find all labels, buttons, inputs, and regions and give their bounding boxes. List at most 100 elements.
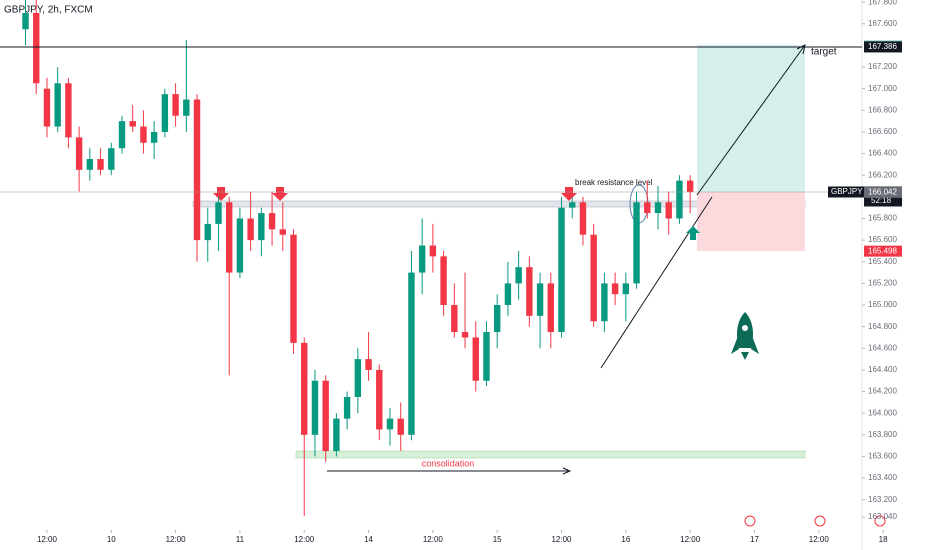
y-tick-label: 165.400	[868, 257, 897, 266]
consolidation-zone	[295, 450, 806, 459]
x-tick-label: 18	[879, 535, 888, 544]
target-line	[696, 44, 806, 196]
y-tick-label: 165.000	[868, 300, 897, 309]
candle-body	[376, 369, 383, 430]
y-tick-label: 164.800	[868, 322, 897, 331]
candle-body	[526, 267, 533, 316]
price-label: 166.042	[868, 187, 897, 196]
candle-body	[75, 137, 83, 170]
candle-body	[386, 418, 394, 430]
trend-line	[600, 196, 713, 369]
rocket-icon	[731, 312, 759, 360]
candle-body	[161, 94, 169, 132]
candle-body	[193, 99, 201, 241]
candle-body	[483, 332, 490, 381]
candle-body	[644, 202, 651, 214]
candle-body	[118, 121, 126, 149]
candle-body	[204, 223, 211, 241]
event-icons	[744, 515, 886, 527]
y-tick-label: 164.600	[868, 343, 897, 352]
candle-body	[290, 234, 297, 343]
candle-body	[354, 359, 362, 397]
candle-body	[504, 283, 512, 306]
chart-title: GBPJPY, 2h, FXCM	[4, 5, 93, 16]
candle-body	[215, 202, 222, 224]
resistance-label: break resistance level	[575, 178, 653, 187]
candle-body	[279, 229, 286, 235]
y-tick-label: 163.040	[868, 512, 897, 521]
candle-body	[451, 305, 458, 333]
candle-body	[622, 283, 630, 295]
candle-body	[43, 88, 51, 127]
candle-body	[558, 207, 565, 333]
candle-body	[343, 396, 351, 419]
x-tick-label: 16	[621, 535, 630, 544]
y-tick-label: 163.600	[868, 452, 897, 461]
candle-body	[472, 337, 479, 381]
x-tick-label: 12:00	[551, 535, 572, 544]
y-tick-label: 165.200	[868, 278, 897, 287]
y-tick-label: 163.200	[868, 495, 897, 504]
candle-body	[429, 245, 437, 257]
candle-body	[333, 418, 340, 452]
candle-body	[65, 83, 72, 138]
candle-body	[461, 332, 469, 338]
candle-body	[150, 131, 158, 143]
candle-body	[440, 256, 447, 306]
y-tick-label: 164.200	[868, 387, 897, 396]
candle-body	[22, 12, 29, 30]
y-tick-label: 164.400	[868, 365, 897, 374]
x-tick-label: 12:00	[166, 535, 187, 544]
candle-body	[611, 283, 619, 295]
y-tick-label: 166.200	[868, 170, 897, 179]
price-label-box	[864, 186, 902, 198]
candle-body	[86, 159, 94, 170]
candle-body	[579, 202, 587, 235]
y-tick-label: 166.800	[868, 105, 897, 114]
candle-body	[408, 272, 415, 435]
candle-body	[676, 180, 683, 219]
candle-body	[301, 342, 308, 435]
target-label: target	[811, 47, 837, 58]
x-tick-label: 12:00	[680, 535, 701, 544]
price-label: 167.386	[868, 42, 897, 51]
candle-body	[97, 159, 104, 170]
symbol-label: GBPJPY	[831, 187, 863, 196]
target-arrow	[796, 44, 806, 55]
candle-body	[601, 283, 608, 322]
stop-zone	[697, 192, 805, 251]
candle-body	[268, 213, 276, 230]
candle-body	[686, 180, 694, 192]
candle-body	[33, 12, 40, 84]
candle-body	[397, 418, 404, 435]
candle-body	[590, 234, 597, 322]
candle-body	[547, 283, 554, 333]
candle-body	[365, 359, 372, 370]
x-tick-label: 12:00	[809, 535, 830, 544]
candle-body	[108, 148, 115, 170]
candle-body	[633, 202, 640, 284]
candle-body	[247, 218, 254, 241]
candle-body	[322, 380, 329, 452]
candle-body	[311, 380, 319, 435]
up-arrow	[686, 226, 700, 240]
y-tick-label: 163.400	[868, 473, 897, 482]
consolidation-label: consolidation	[422, 458, 475, 468]
y-tick-label: 165.600	[868, 235, 897, 244]
candle-body	[665, 202, 672, 219]
x-tick-label: 14	[364, 535, 373, 544]
candle-body	[172, 94, 179, 116]
x-tick-label: 17	[750, 535, 759, 544]
y-tick-label: 166.600	[868, 127, 897, 136]
x-tick-label: 10	[107, 535, 116, 544]
x-tick-label: 11	[236, 535, 245, 544]
symbol-box	[828, 186, 864, 198]
candle-body	[258, 213, 265, 241]
candle-body	[183, 99, 190, 116]
candle-body	[418, 245, 426, 273]
candle-body	[225, 202, 233, 273]
countdown: 52:18	[871, 196, 892, 205]
candle-body	[140, 126, 147, 143]
y-tick-label: 165.800	[868, 214, 897, 223]
